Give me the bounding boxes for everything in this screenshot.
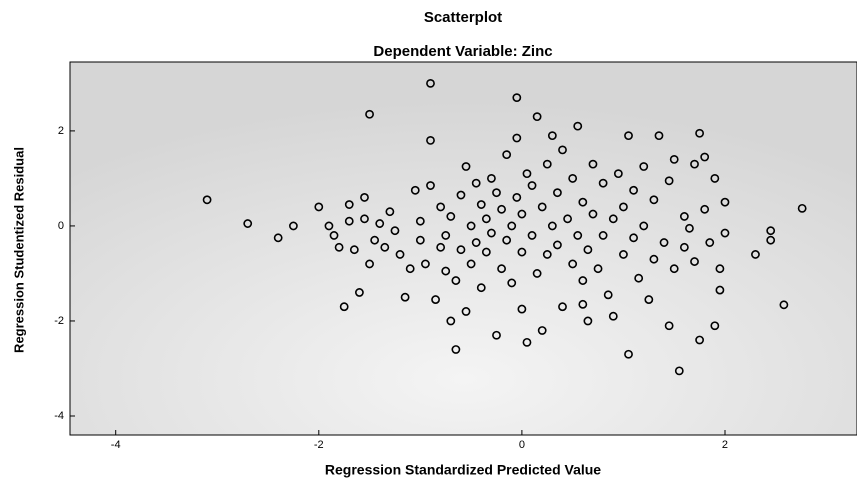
chart-subtitle: Dependent Variable: Zinc — [373, 43, 552, 60]
y-tick-label: -2 — [54, 315, 64, 327]
chart: Scatterplot Dependent Variable: Zinc Reg… — [0, 0, 857, 481]
y-axis-title: Regression Studentized Residual — [11, 147, 26, 353]
x-axis-title: Regression Standardized Predicted Value — [325, 462, 601, 478]
y-tick-label: 0 — [58, 220, 64, 232]
y-tick-label: 2 — [58, 125, 64, 137]
x-tick-label: -2 — [314, 439, 324, 451]
x-tick-label: 0 — [519, 439, 525, 451]
chart-title: Scatterplot — [424, 9, 502, 26]
x-tick-label: 2 — [722, 439, 728, 451]
y-tick-label: -4 — [54, 410, 64, 422]
x-tick-label: -4 — [111, 439, 121, 451]
